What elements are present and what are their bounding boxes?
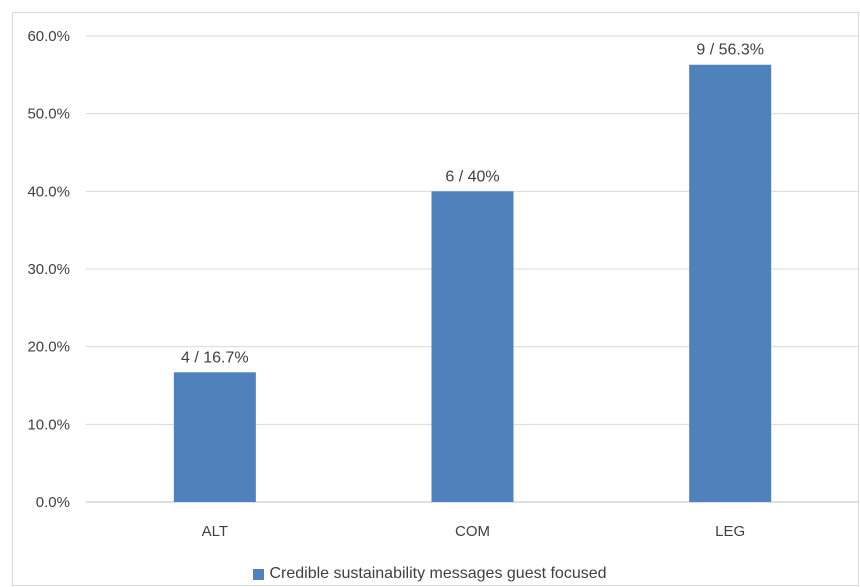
y-tick-label: 0.0% [36, 494, 70, 511]
data-labels: 4 / 16.7% 6 / 40% 9 / 56.3% [181, 42, 764, 367]
bar [431, 191, 514, 503]
y-tick-label: 10.0% [27, 416, 70, 433]
x-tick-label: ALT [202, 523, 228, 540]
y-tick-label: 60.0% [27, 28, 70, 45]
legend: Credible sustainability messages guest f… [0, 562, 860, 586]
bar-chart: 0.0% 10.0% 20.0% 30.0% 40.0% 50.0% 60.0% 4 / 1… [27, 28, 859, 540]
y-tick-label: 40.0% [27, 183, 70, 200]
y-tick-label: 50.0% [27, 106, 70, 123]
data-label: 6 / 40% [445, 168, 499, 185]
y-tick-label: 30.0% [27, 261, 70, 278]
data-label: 9 / 56.3% [696, 42, 764, 59]
legend-swatch [253, 568, 265, 580]
bar [689, 64, 772, 502]
legend-label: Credible sustainability messages guest f… [269, 565, 607, 582]
data-label: 4 / 16.7% [181, 349, 249, 366]
x-tick-label: LEG [715, 523, 745, 540]
bar [173, 372, 256, 502]
bars [173, 64, 772, 503]
y-tick-label: 20.0% [27, 339, 70, 356]
x-axis-ticks: ALT COM LEG [202, 523, 746, 540]
y-axis-ticks: 0.0% 10.0% 20.0% 30.0% 40.0% 50.0% 60.0% [27, 28, 70, 511]
x-tick-label: COM [455, 523, 490, 540]
